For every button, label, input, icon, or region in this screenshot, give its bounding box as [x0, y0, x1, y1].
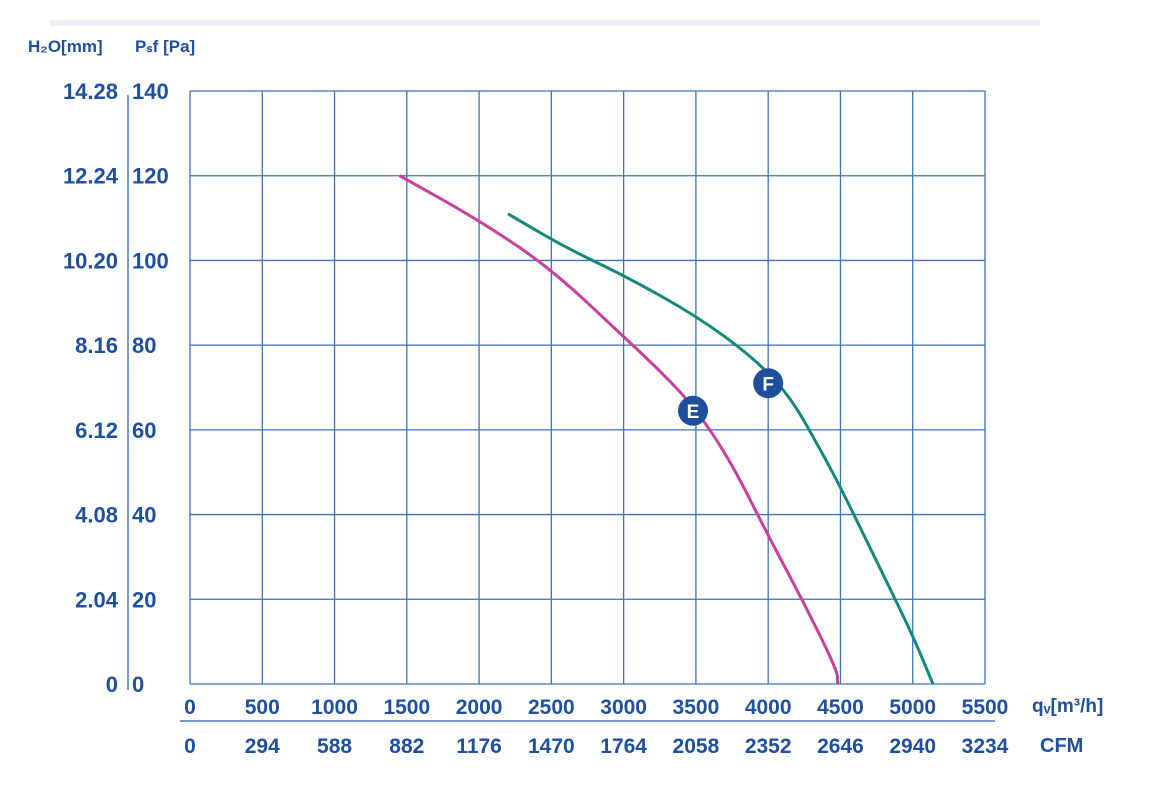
x-tick-label: 2500 [528, 696, 575, 719]
curve-marker-F [753, 368, 784, 399]
x-tick-label: 4000 [745, 696, 792, 719]
y-mm-tick-label: 4.08 [75, 503, 118, 528]
x2-tick-label: 3234 [962, 735, 1009, 758]
x-tick-label: 3000 [600, 696, 647, 719]
x-tick-label: 1500 [383, 696, 430, 719]
x2-tick-label: 0 [184, 735, 196, 758]
y-tick-label: 100 [132, 248, 169, 273]
x-tick-label: 3500 [673, 696, 720, 719]
y-mm-tick-label: 0 [106, 672, 118, 697]
curve-label-E: E [687, 402, 700, 423]
y-tick-label: 120 [132, 164, 169, 189]
y-tick-label: 0 [132, 672, 144, 697]
y-mm-tick-label: 6.12 [75, 418, 118, 443]
x2-tick-label: 1176 [456, 735, 502, 758]
curve-marker-E [678, 395, 709, 426]
x-tick-label: 0 [184, 696, 196, 719]
x2-tick-label: 1470 [528, 735, 575, 758]
x2-tick-label: 1764 [600, 735, 647, 758]
x-tick-label: 1000 [311, 696, 358, 719]
x2-tick-label: 882 [389, 735, 424, 758]
x2-tick-label: 2646 [817, 735, 864, 758]
x2-tick-label: 2058 [673, 735, 720, 758]
y-tick-label: 40 [132, 503, 156, 528]
y-mm-tick-label: 14.28 [63, 79, 118, 104]
y-tick-label: 80 [132, 333, 156, 358]
x2-tick-label: 2352 [745, 735, 792, 758]
x2-tick-label: 2940 [889, 735, 936, 758]
y-mm-tick-label: 8.16 [75, 333, 118, 358]
x-tick-label: 4500 [817, 696, 864, 719]
y-right-label: Pₛf [Pa] [135, 37, 195, 56]
top-band [50, 20, 1040, 26]
y-mm-tick-label: 10.20 [63, 248, 118, 273]
y-tick-label: 60 [132, 418, 156, 443]
x2-tick-label: 588 [317, 735, 352, 758]
y-left-label: H₂O[mm] [28, 37, 103, 56]
x-tick-label: 500 [245, 696, 280, 719]
y-tick-label: 20 [132, 587, 156, 612]
x-tick-label: 5500 [962, 696, 1009, 719]
x-tick-label: 2000 [456, 696, 503, 719]
x2-tick-label: 294 [245, 735, 280, 758]
curve-E [398, 174, 840, 684]
curve-label-F: F [762, 374, 774, 395]
x-tick-label: 5000 [889, 696, 936, 719]
y-tick-label: 140 [132, 79, 169, 104]
x-label: qᵥ[m³/h] [1032, 696, 1103, 717]
y-mm-tick-label: 2.04 [75, 587, 119, 612]
x2-label: CFM [1040, 735, 1083, 757]
y-mm-tick-label: 12.24 [63, 164, 119, 189]
